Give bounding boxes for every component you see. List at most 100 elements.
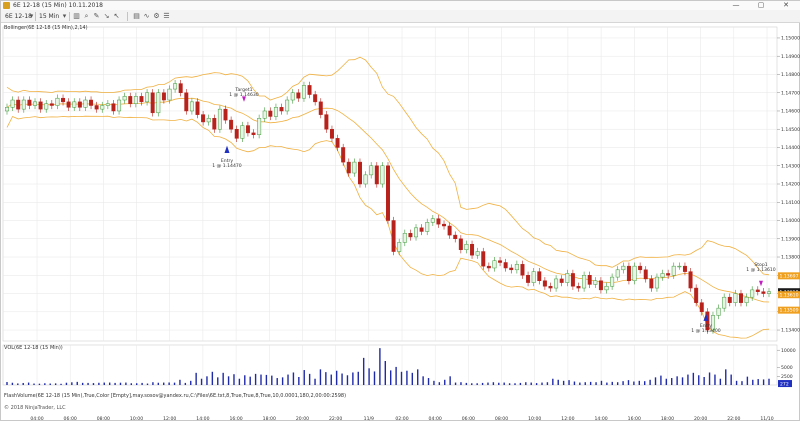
candle[interactable] (615, 266, 620, 281)
properties-icon[interactable]: ☰ (163, 12, 170, 20)
candle[interactable] (554, 275, 559, 292)
candle[interactable] (279, 103, 284, 115)
candle[interactable] (352, 158, 357, 177)
candle[interactable] (402, 229, 407, 247)
candle[interactable] (262, 107, 267, 122)
candle[interactable] (447, 222, 452, 239)
candle[interactable] (83, 96, 88, 111)
candle[interactable] (44, 100, 49, 113)
candle[interactable] (189, 98, 194, 115)
candle[interactable] (10, 96, 15, 111)
candle[interactable] (21, 96, 26, 113)
candle[interactable] (245, 121, 250, 137)
candle[interactable] (604, 282, 609, 294)
candle[interactable] (610, 273, 615, 290)
candle[interactable] (128, 92, 133, 108)
candle[interactable] (688, 267, 693, 292)
candle[interactable] (346, 158, 351, 177)
minimize-button[interactable]: — (732, 1, 740, 9)
candle[interactable] (671, 262, 676, 279)
candle[interactable] (716, 304, 721, 320)
candle[interactable] (486, 262, 491, 272)
bar-type-icon[interactable]: ▥ (73, 12, 80, 20)
candle[interactable] (117, 96, 122, 115)
candle[interactable] (161, 89, 166, 104)
candle[interactable] (710, 311, 715, 334)
candle[interactable] (27, 96, 32, 110)
candle[interactable] (767, 288, 771, 298)
volume-panel[interactable] (2, 344, 778, 386)
candle[interactable] (391, 216, 396, 256)
candle[interactable] (722, 293, 727, 312)
candle[interactable] (470, 240, 475, 259)
candle[interactable] (464, 240, 469, 254)
candle[interactable] (139, 92, 144, 106)
candle[interactable] (414, 224, 419, 241)
candle[interactable] (178, 79, 183, 97)
candle[interactable] (363, 171, 368, 188)
candle[interactable] (425, 218, 430, 236)
candle[interactable] (369, 162, 374, 179)
candle[interactable] (632, 262, 637, 285)
candle[interactable] (638, 262, 643, 274)
entry-arrow-icon[interactable] (703, 313, 709, 321)
instrument-selector[interactable]: 6E 12-18 (5, 13, 32, 20)
exit-arrow-icon[interactable] (242, 96, 246, 102)
candle[interactable] (324, 110, 329, 133)
candle[interactable] (38, 98, 43, 113)
candle[interactable] (526, 271, 531, 287)
candle[interactable] (100, 101, 105, 113)
candle[interactable] (481, 247, 486, 270)
candle[interactable] (559, 275, 564, 287)
candle[interactable] (72, 98, 77, 111)
candle[interactable] (598, 277, 603, 294)
candle[interactable] (357, 158, 362, 188)
drawing-tools-icon[interactable]: ↘ (103, 12, 110, 20)
candle[interactable] (341, 143, 346, 166)
candle[interactable] (453, 231, 458, 243)
candle[interactable] (307, 81, 312, 99)
title-bar[interactable]: 6E 12-18 (15 Min) 10.11.2018 — ▢ ✕ (1, 1, 800, 10)
candle[interactable] (257, 114, 262, 139)
data-box-icon[interactable]: ▤ (133, 12, 140, 20)
candle[interactable] (89, 96, 94, 110)
candle[interactable] (699, 299, 704, 316)
candle[interactable] (570, 269, 575, 290)
candle[interactable] (498, 257, 503, 267)
chevron-down-icon[interactable]: ▾ (62, 12, 67, 20)
candle[interactable] (184, 89, 189, 115)
candle[interactable] (268, 107, 273, 121)
arrow-icon[interactable]: ↖ (113, 12, 120, 20)
candle[interactable] (397, 238, 402, 256)
candle[interactable] (682, 262, 687, 276)
candle[interactable] (503, 258, 508, 272)
interval-selector[interactable]: 15 Min (39, 13, 60, 20)
candle[interactable] (212, 114, 217, 133)
entry-arrow-icon[interactable] (224, 145, 230, 153)
candle[interactable] (77, 98, 82, 111)
candle[interactable] (296, 89, 301, 102)
candle[interactable] (660, 269, 665, 281)
candle[interactable] (49, 100, 54, 110)
candle[interactable] (436, 215, 441, 228)
candle[interactable] (273, 103, 278, 121)
candle[interactable] (677, 262, 682, 270)
candle[interactable] (66, 98, 71, 111)
candle[interactable] (374, 162, 379, 188)
candle[interactable] (548, 282, 553, 292)
candle[interactable] (290, 89, 295, 104)
candle[interactable] (16, 96, 21, 113)
candle[interactable] (156, 89, 161, 117)
candle[interactable] (229, 116, 234, 133)
candle[interactable] (587, 271, 592, 289)
candle[interactable] (514, 260, 519, 274)
candle[interactable] (582, 271, 587, 292)
candle[interactable] (329, 125, 334, 143)
candle[interactable] (727, 293, 732, 307)
candle[interactable] (234, 125, 239, 143)
candle[interactable] (761, 288, 766, 298)
candle[interactable] (408, 229, 413, 241)
zoom-icon[interactable]: ⌕ (84, 12, 89, 20)
candle[interactable] (55, 94, 60, 110)
candle[interactable] (475, 247, 480, 259)
